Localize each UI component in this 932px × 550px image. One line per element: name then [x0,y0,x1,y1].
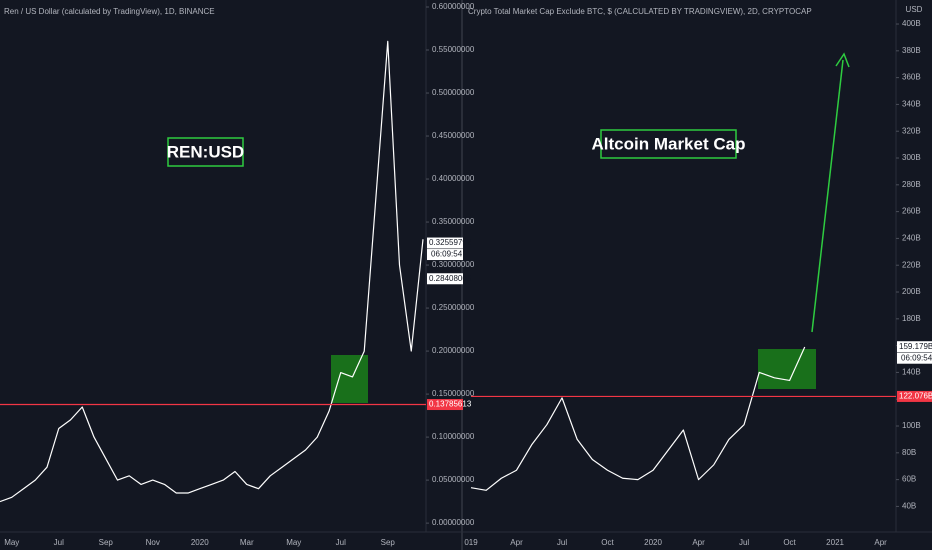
y-tick-label: 320B [902,126,921,135]
price-marker-label: 0.28408005 [429,274,472,283]
y-tick-label: 100B [902,421,921,430]
price-marker-label: 0.32559792 [429,238,472,247]
y-tick-label: 0.10000000 [432,432,475,441]
y-tick-label: 0.25000000 [432,303,475,312]
y-tick-label: 40B [902,502,916,511]
x-tick-label: Oct [601,538,614,547]
y-tick-label: 400B [902,19,921,28]
y-tick-label: 0.60000000 [432,2,475,11]
price-marker-box [427,273,463,285]
x-tick-label: Sep [381,538,396,547]
y-tick-label: 300B [902,153,921,162]
price-marker-box [427,237,463,249]
y-tick-label: 80B [902,448,916,457]
y-tick-label: 200B [902,287,921,296]
chart-title: Ren / US Dollar (calculated by TradingVi… [4,7,215,16]
y-tick-label: 340B [902,100,921,109]
y-tick-label: 220B [902,260,921,269]
x-tick-label: 2021 [826,538,844,547]
x-tick-label: Jul [739,538,749,547]
x-tick-label: Jul [557,538,567,547]
x-tick-label: Nov [146,538,160,547]
y-tick-label: 0.35000000 [432,217,475,226]
price-label-box [897,390,932,402]
x-tick-label: 019 [464,538,478,547]
y-tick-label: 0.20000000 [432,346,475,355]
y-tick-label: 0.05000000 [432,475,475,484]
countdown: 06:09:54 [431,250,463,259]
x-tick-label: 2020 [191,538,209,547]
x-tick-label: Mar [240,538,254,547]
y-tick-label: 0.40000000 [432,174,475,183]
y-tick-label: 0.55000000 [432,45,475,54]
price-line [470,346,806,491]
y-tick-label: 0.50000000 [432,88,475,97]
y-tick-label: 60B [902,475,916,484]
y-tick-label: 0.45000000 [432,131,475,140]
y-tick-label: 0.00000000 [432,518,475,527]
price-marker-box [897,341,932,353]
y-tick-label: 380B [902,46,921,55]
highlight-box [331,355,368,403]
y-tick-label: 140B [902,368,921,377]
price-label: 0.13785613 [429,400,472,409]
countdown: 06:09:54 [901,353,932,362]
x-tick-label: Sep [99,538,114,547]
annotation-box [600,129,737,159]
y-tick-label: 180B [902,314,921,323]
x-tick-label: Jul [336,538,346,547]
annotation-box [167,137,244,167]
x-tick-label: May [4,538,19,547]
arrow [811,59,844,333]
countdown-box [897,352,932,364]
y-tick-label: 0.30000000 [432,260,475,269]
x-tick-label: Apr [510,538,523,547]
x-tick-label: Apr [874,538,887,547]
x-tick-label: 2020 [644,538,662,547]
arrow-head [835,52,850,68]
y-tick-label: 240B [902,234,921,243]
countdown-box [427,249,463,261]
unit-label: USD [906,5,923,14]
y-tick-label: 360B [902,73,921,82]
annotation: REN:USD [167,142,244,161]
price-label-box [427,399,463,411]
x-tick-label: May [286,538,301,547]
x-tick-label: Jul [54,538,64,547]
y-tick-label: 280B [902,180,921,189]
y-tick-label: 0.15000000 [432,389,475,398]
chart-title: Crypto Total Market Cap Exclude BTC, $ (… [468,7,812,16]
annotation: Altcoin Market Cap [592,134,746,153]
highlight-box [758,349,816,389]
price-line [0,40,424,503]
price-marker-label: 159.179B [899,342,932,351]
price-label: 122.076B [899,392,932,401]
y-tick-label: 260B [902,207,921,216]
x-tick-label: Apr [692,538,705,547]
x-tick-label: Oct [783,538,796,547]
